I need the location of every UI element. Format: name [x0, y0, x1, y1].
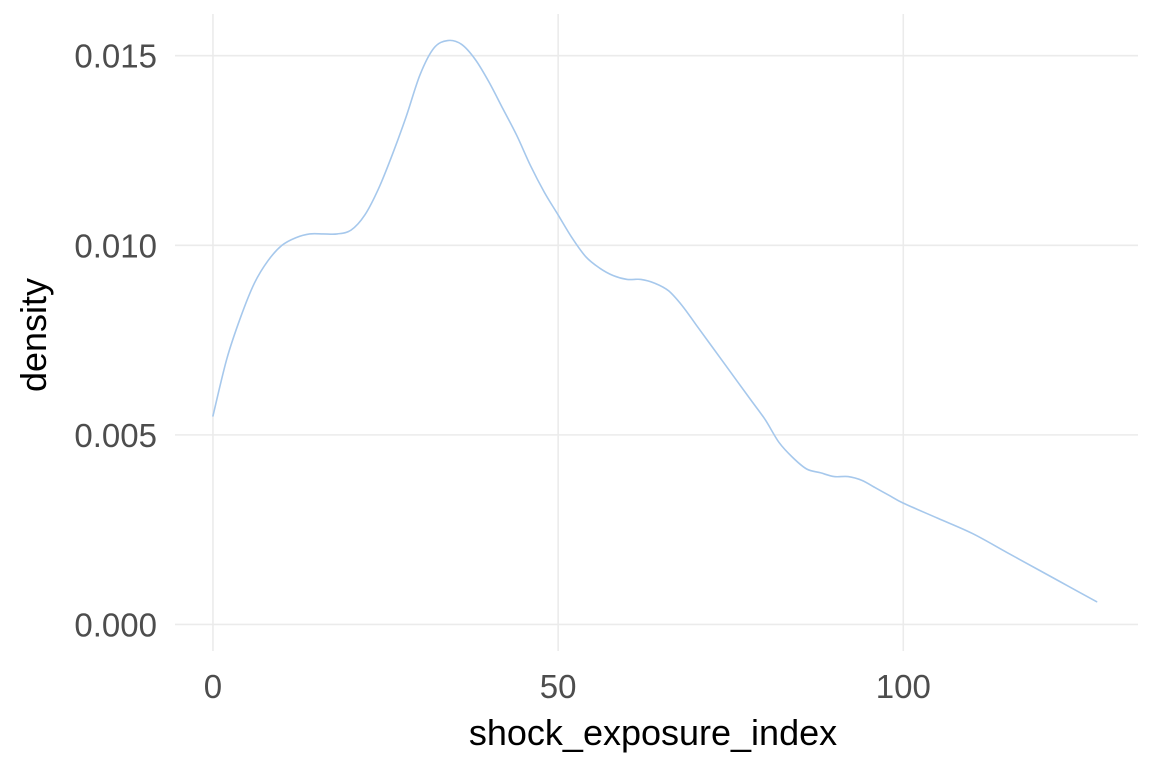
y-tick-label: 0.000 [74, 606, 157, 643]
x-axis-title: shock_exposure_index [469, 712, 837, 753]
y-tick-label: 0.015 [74, 38, 157, 75]
x-tick-label: 50 [540, 668, 577, 705]
y-tick-label: 0.005 [74, 417, 157, 454]
x-tick-label: 0 [204, 668, 222, 705]
x-tick-label: 100 [876, 668, 931, 705]
y-tick-label: 0.010 [74, 227, 157, 264]
data-layer [212, 39, 1098, 603]
density-line [212, 39, 1098, 603]
y-axis-title: density [13, 278, 54, 392]
grid-lines [175, 14, 1138, 651]
tick-labels: 0.000 0.005 0.010 0.015 0 50 100 [74, 38, 930, 705]
